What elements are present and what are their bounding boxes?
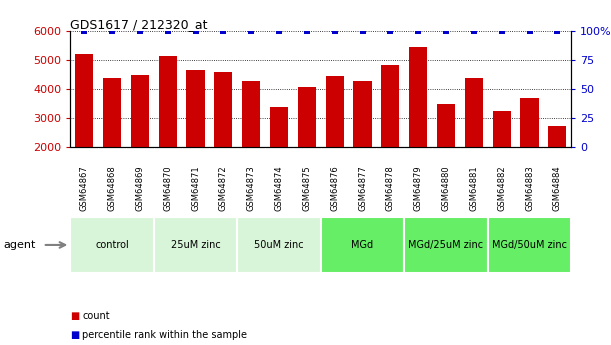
Text: GSM64870: GSM64870 [163,165,172,210]
Bar [154,217,237,273]
Point [246,28,256,34]
Bar [409,47,427,147]
Bar [492,111,511,147]
Bar [298,87,316,147]
Bar [354,81,371,147]
Text: MGd/50uM zinc: MGd/50uM zinc [492,240,567,250]
Bar [404,217,488,273]
Bar [381,65,400,147]
Text: GSM64873: GSM64873 [247,165,255,210]
Bar [326,76,344,147]
Bar [237,217,321,273]
Text: GSM64879: GSM64879 [414,165,423,210]
Text: GSM64880: GSM64880 [442,165,450,210]
Text: count: count [82,311,110,321]
Text: percentile rank within the sample: percentile rank within the sample [82,330,247,339]
Text: GSM64878: GSM64878 [386,165,395,210]
Text: GSM64876: GSM64876 [330,165,339,210]
Text: GSM64877: GSM64877 [358,165,367,210]
Bar [103,78,121,147]
Text: GSM64883: GSM64883 [525,165,534,210]
Point [469,28,479,34]
Point [191,28,200,34]
Point [135,28,145,34]
Bar [75,54,93,147]
Text: GSM64881: GSM64881 [469,165,478,210]
Point [330,28,340,34]
Point [274,28,284,34]
Bar [488,217,571,273]
Text: GSM64882: GSM64882 [497,165,506,210]
Text: agent: agent [3,240,35,250]
Text: GSM64869: GSM64869 [136,165,144,210]
Text: GDS1617 / 212320_at: GDS1617 / 212320_at [70,18,208,31]
Text: 50uM zinc: 50uM zinc [254,240,304,250]
Text: MGd/25uM zinc: MGd/25uM zinc [409,240,483,250]
Bar [465,78,483,147]
Point [107,28,117,34]
Bar [159,57,177,147]
Bar [131,75,149,147]
Point [525,28,535,34]
Text: GSM64884: GSM64884 [553,165,562,210]
Point [497,28,507,34]
Bar [186,70,205,147]
Text: MGd: MGd [351,240,373,250]
Bar [242,81,260,147]
Text: GSM64875: GSM64875 [302,165,312,210]
Point [413,28,423,34]
Point [302,28,312,34]
Bar [270,107,288,147]
Bar [521,98,538,147]
Point [163,28,172,34]
Text: GSM64871: GSM64871 [191,165,200,210]
Bar [70,217,154,273]
Point [357,28,367,34]
Bar [321,217,404,273]
Text: 25uM zinc: 25uM zinc [170,240,221,250]
Text: ■: ■ [70,311,79,321]
Point [79,28,89,34]
Text: control: control [95,240,129,250]
Text: GSM64867: GSM64867 [79,165,89,210]
Point [219,28,229,34]
Bar [214,72,232,147]
Text: GSM64874: GSM64874 [274,165,284,210]
Text: GSM64868: GSM64868 [108,165,117,210]
Point [386,28,395,34]
Text: GSM64872: GSM64872 [219,165,228,210]
Text: ■: ■ [70,330,79,339]
Bar [548,126,566,147]
Bar [437,105,455,147]
Point [552,28,562,34]
Point [441,28,451,34]
